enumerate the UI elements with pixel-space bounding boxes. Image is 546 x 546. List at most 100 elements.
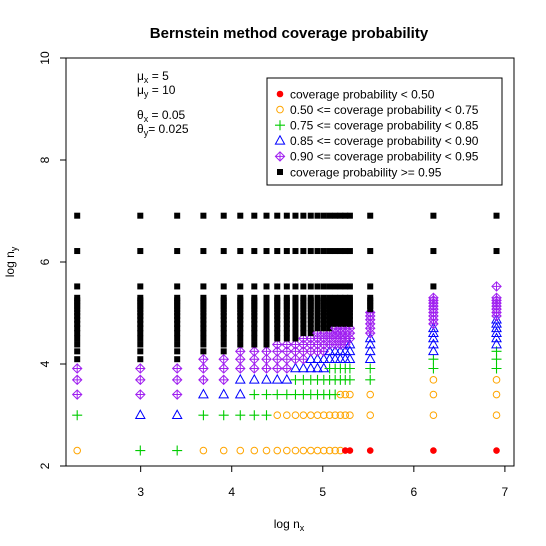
- data-point-c075: [491, 363, 502, 374]
- data-point-c085: [218, 388, 230, 399]
- data-point-ge095: [137, 341, 144, 348]
- data-point-c075: [330, 389, 341, 400]
- data-point-ge095: [200, 283, 207, 290]
- data-point-ge095: [74, 294, 81, 301]
- data-point-ge095: [237, 325, 244, 332]
- data-point-ge095: [263, 325, 270, 332]
- data-point-ge095: [367, 212, 374, 219]
- data-point-ge095: [200, 341, 207, 348]
- annotation-symbol: θ: [137, 108, 144, 122]
- data-point-c085: [305, 362, 317, 373]
- data-point-ge095: [283, 294, 290, 301]
- data-point-ge095: [251, 248, 258, 255]
- annotation-symbol: θ: [137, 122, 144, 136]
- data-point-ge095: [251, 212, 258, 219]
- data-point-ge095: [220, 248, 227, 255]
- data-point-c085: [364, 332, 376, 343]
- data-point-ge095: [332, 316, 339, 323]
- data-point-ge095: [283, 335, 290, 342]
- data-point-ge095: [74, 348, 81, 355]
- data-point-c090: [71, 374, 83, 386]
- data-point-ge095: [237, 330, 244, 337]
- data-point-ge095: [342, 306, 349, 313]
- data-point-c085: [364, 353, 376, 364]
- data-point-c075: [428, 363, 439, 374]
- data-point-c090: [271, 363, 283, 374]
- data-point-ge095: [200, 348, 207, 355]
- data-point-ge095: [220, 306, 227, 313]
- data-point-c090: [248, 346, 260, 357]
- data-point-ge095: [337, 306, 344, 313]
- annotation-1: μy = 10: [137, 83, 176, 99]
- data-point-c090: [71, 363, 83, 374]
- data-point-c090: [281, 363, 293, 374]
- data-point-ge095: [137, 212, 144, 219]
- data-point-ge095: [237, 316, 244, 323]
- legend: coverage probability < 0.50 0.50 <= cover…: [266, 77, 503, 186]
- data-point-ge095: [342, 309, 349, 316]
- data-point-ge095: [283, 312, 290, 319]
- data-point-ge095: [292, 283, 299, 290]
- data-point-ge095: [137, 320, 144, 327]
- data-point-ge095: [74, 320, 81, 327]
- data-point-c075: [72, 410, 83, 421]
- data-point-ge095: [367, 248, 374, 255]
- data-point-c085: [364, 345, 376, 356]
- x-tick-label: 3: [137, 485, 144, 499]
- data-point-c090: [198, 363, 209, 374]
- data-point-ge095: [292, 212, 299, 219]
- data-point-ge095: [137, 325, 144, 332]
- data-point-c090: [234, 346, 246, 357]
- data-point-c090: [218, 363, 230, 374]
- data-point-c085: [290, 362, 301, 373]
- data-point-ge095: [320, 316, 327, 323]
- data-point-c050: [336, 390, 345, 399]
- data-point-ge095: [326, 283, 333, 290]
- data-point-ge095: [292, 320, 299, 327]
- data-point-ge095: [307, 330, 314, 337]
- data-point-ge095: [263, 320, 270, 327]
- data-point-ge095: [332, 212, 339, 219]
- data-point-ge095: [200, 294, 207, 301]
- data-point-ge095: [174, 306, 181, 313]
- data-point-ge095: [320, 325, 327, 332]
- legend-marker-ge095: [277, 169, 283, 175]
- data-point-ge095: [74, 316, 81, 323]
- data-point-c050: [366, 390, 375, 399]
- data-point-ge095: [292, 306, 299, 313]
- data-point-c050: [492, 390, 501, 399]
- data-point-c050: [262, 446, 271, 455]
- data-point-ge095: [346, 312, 353, 319]
- data-point-ge095: [251, 330, 258, 337]
- data-point-c085: [171, 409, 183, 420]
- data-point-ge095: [137, 312, 144, 319]
- data-point-c075: [235, 410, 246, 421]
- data-point-c075: [261, 389, 272, 400]
- data-point-ge095: [137, 356, 144, 363]
- data-point-ge095: [263, 335, 270, 342]
- data-point-ge095: [307, 283, 314, 290]
- data-point-ge095: [326, 309, 333, 316]
- data-point-ge095: [74, 312, 81, 319]
- data-point-c075: [249, 410, 260, 421]
- data-point-ge095: [326, 325, 333, 332]
- x-tick-label: 6: [410, 485, 417, 499]
- data-point-lt050: [366, 447, 374, 454]
- data-point-ge095: [332, 294, 339, 301]
- data-point-c075: [135, 445, 146, 456]
- data-point-c050: [291, 411, 300, 420]
- data-point-ge095: [326, 312, 333, 319]
- data-point-ge095: [307, 320, 314, 327]
- data-point-c075: [218, 410, 229, 421]
- data-point-ge095: [292, 312, 299, 319]
- data-point-ge095: [174, 320, 181, 327]
- data-point-ge095: [274, 309, 281, 316]
- data-point-c090: [171, 389, 183, 400]
- data-point-ge095: [320, 283, 327, 290]
- data-point-c085: [427, 345, 439, 356]
- data-point-c050: [236, 446, 245, 455]
- data-point-ge095: [342, 283, 349, 290]
- data-point-ge095: [174, 248, 181, 255]
- legend-marker-c090: [274, 151, 286, 162]
- data-point-c085: [427, 327, 439, 337]
